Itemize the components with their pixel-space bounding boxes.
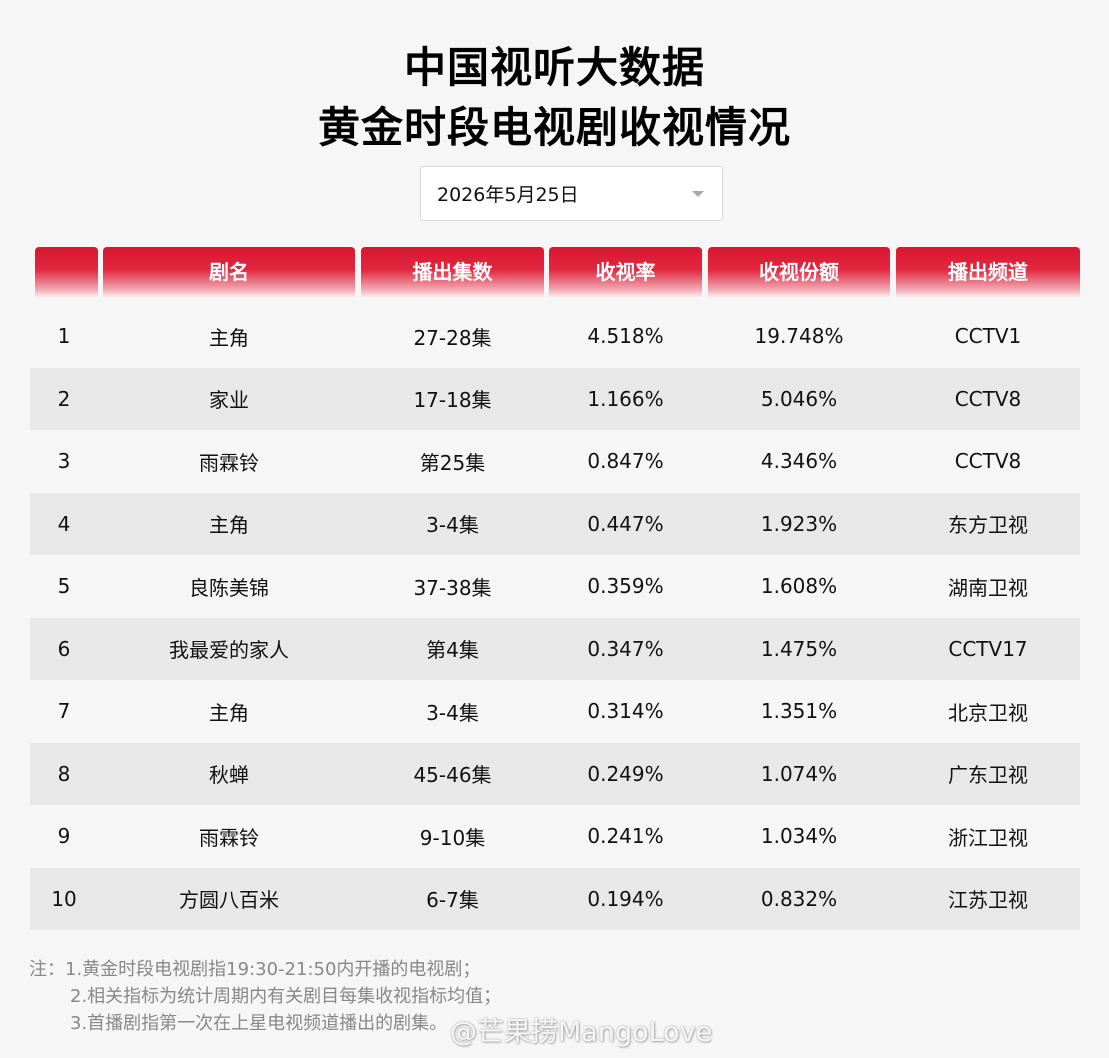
cell-name: 主角 [209, 513, 249, 538]
cell-rating: 0.847% [587, 449, 664, 474]
cell-channel: 湖南卫视 [948, 575, 1028, 600]
cell-rank: 3 [57, 449, 71, 474]
cell-share: 1.034% [760, 824, 838, 849]
footnote-1: 注：1.黄金时段电视剧指19:30-21:50内开播的电视剧； [29, 959, 481, 980]
cell-rank: 8 [57, 761, 71, 786]
cell-rank: 9 [57, 824, 71, 849]
footnote-2: 2.相关指标为统计周期内有关剧目每集收视指标均值； [70, 986, 502, 1007]
cell-episodes: 第4集 [426, 638, 479, 663]
cell-share: 1.074% [760, 761, 838, 786]
page-title-line-1: 中国视听大数据 [403, 43, 705, 92]
cell-rank: 4 [57, 511, 71, 536]
cell-name: 秋蝉 [209, 763, 249, 788]
cell-name: 良陈美锦 [189, 575, 269, 600]
cell-episodes: 6-7集 [426, 888, 479, 913]
table-row: 6 我最爱的家人 第4集 0.347% 1.475% CCTV17 [30, 617, 1080, 680]
date-select[interactable]: 2026年5月25日 [420, 166, 723, 221]
cell-rating: 0.241% [587, 824, 664, 849]
cell-rank: 6 [57, 636, 71, 661]
cell-share: 1.923% [760, 511, 838, 536]
cell-share: 4.346% [760, 449, 838, 474]
cell-rating: 1.166% [587, 386, 664, 411]
header-channel: 播出频道 [896, 247, 1080, 297]
cell-episodes: 3-4集 [426, 700, 479, 725]
cell-channel: 广东卫视 [948, 763, 1028, 788]
cell-channel: CCTV8 [954, 386, 1022, 411]
cell-channel: 浙江卫视 [948, 825, 1028, 850]
cell-share: 5.046% [760, 386, 838, 411]
cell-rating: 0.194% [587, 886, 664, 911]
cell-share: 1.351% [760, 699, 838, 724]
table-row: 7 主角 3-4集 0.314% 1.351% 北京卫视 [30, 680, 1080, 743]
cell-rank: 10 [51, 886, 77, 911]
date-select-value: 2026年5月25日 [437, 184, 579, 206]
table-row: 1 主角 27-28集 4.518% 19.748% CCTV1 [30, 305, 1080, 368]
cell-rank: 1 [57, 324, 71, 349]
cell-episodes: 第25集 [419, 450, 486, 475]
table-row: 4 主角 3-4集 0.447% 1.923% 东方卫视 [30, 492, 1080, 555]
header-name: 剧名 [103, 247, 355, 297]
cell-name: 家业 [209, 388, 249, 413]
table-row: 8 秋蝉 45-46集 0.249% 1.074% 广东卫视 [30, 742, 1080, 805]
cell-rating: 0.347% [587, 636, 664, 661]
table-body: 1 主角 27-28集 4.518% 19.748% CCTV1 2 家业 17-18集 1.16… [30, 305, 1080, 930]
table-row: 3 雨霖铃 第25集 0.847% 4.346% CCTV8 [30, 430, 1080, 493]
cell-share: 19.748% [754, 324, 844, 349]
cell-channel: 东方卫视 [948, 513, 1028, 538]
cell-name: 雨霖铃 [199, 825, 259, 850]
table-row: 2 家业 17-18集 1.166% 5.046% CCTV8 [30, 367, 1080, 430]
cell-channel: 江苏卫视 [948, 888, 1028, 913]
cell-rating: 0.359% [587, 574, 664, 599]
cell-episodes: 27-28集 [413, 325, 492, 350]
header-episodes: 播出集数 [361, 247, 544, 297]
page-title-line-2: 黄金时段电视剧收视情况 [317, 103, 791, 152]
header-rating: 收视率 [549, 247, 702, 297]
table-row: 10 方圆八百米 6-7集 0.194% 0.832% 江苏卫视 [30, 867, 1080, 930]
chevron-down-icon[interactable] [692, 191, 704, 197]
header-share: 收视份额 [708, 247, 890, 297]
table-row: 5 良陈美锦 37-38集 0.359% 1.608% 湖南卫视 [30, 555, 1080, 618]
cell-rating: 4.518% [587, 324, 664, 349]
cell-episodes: 37-38集 [413, 575, 492, 600]
cell-rating: 0.314% [587, 699, 664, 724]
table-row: 9 雨霖铃 9-10集 0.241% 1.034% 浙江卫视 [30, 805, 1080, 868]
footnote-3: 3.首播剧指第一次在上星电视频道播出的剧集。 [70, 1013, 448, 1034]
footnotes: 注：1.黄金时段电视剧指19:30-21:50内开播的电视剧； 2.相关指标为统… [29, 956, 501, 1037]
header-rank [35, 247, 98, 297]
cell-name: 方圆八百米 [179, 888, 279, 913]
cell-share: 1.608% [760, 574, 838, 599]
cell-episodes: 3-4集 [426, 513, 479, 538]
cell-share: 1.475% [760, 636, 838, 661]
cell-name: 主角 [209, 325, 249, 350]
cell-rank: 5 [57, 574, 71, 599]
table-header: 剧名 播出集数 收视率 收视份额 播出频道 [0, 247, 1109, 297]
cell-channel: 北京卫视 [948, 700, 1028, 725]
cell-name: 雨霖铃 [199, 450, 259, 475]
cell-episodes: 9-10集 [419, 825, 486, 850]
cell-rank: 7 [57, 699, 71, 724]
cell-episodes: 45-46集 [413, 763, 492, 788]
cell-rank: 2 [57, 386, 71, 411]
cell-channel: CCTV17 [948, 636, 1028, 661]
cell-channel: CCTV1 [954, 324, 1022, 349]
cell-name: 主角 [209, 700, 249, 725]
cell-channel: CCTV8 [954, 449, 1022, 474]
cell-name: 我最爱的家人 [169, 638, 289, 663]
watermark: @芒果捞MangoLove [450, 1017, 713, 1048]
cell-rating: 0.447% [587, 511, 664, 536]
cell-share: 0.832% [760, 886, 838, 911]
cell-rating: 0.249% [587, 761, 664, 786]
cell-episodes: 17-18集 [413, 388, 492, 413]
